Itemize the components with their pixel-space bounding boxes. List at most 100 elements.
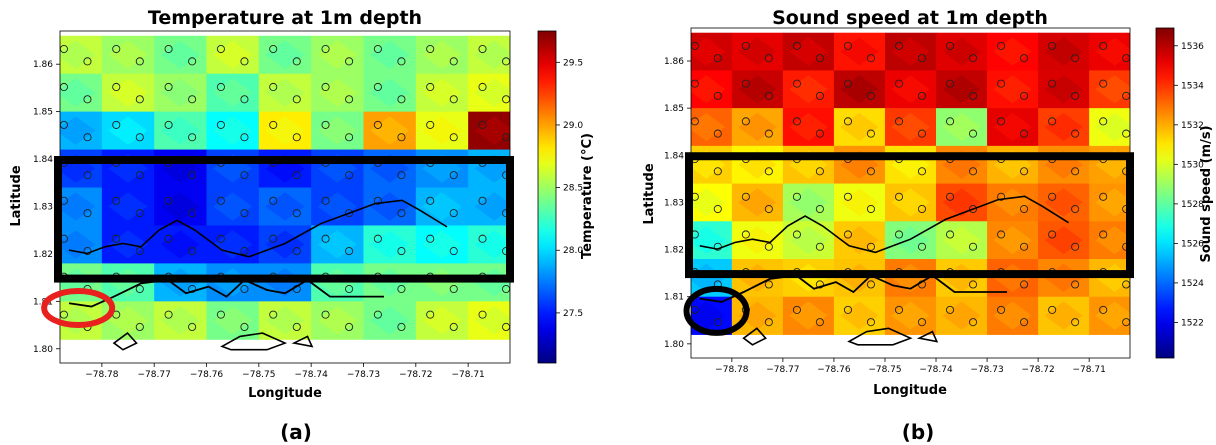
station-marker [478,196,487,205]
heatmap-diamond [738,37,777,66]
station-marker [345,95,354,104]
station-marker [216,44,225,54]
y-tick-label: 1.86 [664,57,684,67]
station-marker [917,167,927,176]
station-marker [449,171,458,180]
x-tick-label: −78.77 [766,365,799,375]
station-marker [292,247,301,256]
station-marker [997,117,1006,126]
station-marker [764,91,773,100]
station-marker [866,54,875,63]
heatmap-diamond [1044,75,1083,104]
heatmap-diamond [160,230,200,259]
station-marker [478,234,487,243]
panel-a-highlight-box [54,156,514,283]
panel-b-colorbar-label: Sound speed (m/s) [1199,125,1214,262]
heatmap-diamond [993,301,1032,330]
station-marker [321,310,330,319]
heatmap-diamond [789,301,828,330]
heatmap-diamond [422,230,462,259]
heatmap-diamond [213,230,253,259]
station-marker [83,95,92,104]
x-tick-label: −78.75 [242,370,275,380]
heatmap-diamond [160,116,200,145]
station-marker [792,79,801,88]
station-marker [1020,318,1029,327]
station-marker [135,171,144,180]
station-marker [321,44,330,54]
panel-a-no-data-region [60,341,510,363]
station-marker [292,57,301,66]
heatmap-diamond [1095,112,1130,142]
station-marker [1099,79,1108,88]
station-marker [216,120,225,129]
y-tick-label: 1.86 [33,60,53,70]
colorbar-tick-label: 29.0 [563,121,583,131]
station-marker [426,196,435,205]
station-marker [713,204,722,214]
station-marker [1048,305,1057,314]
heatmap-diamond [422,78,462,107]
station-marker [764,129,773,138]
station-marker [1071,204,1080,214]
station-marker [397,95,406,104]
heatmap-diamond [265,78,305,107]
heatmap-diamond [60,78,96,107]
heatmap-diamond [422,306,462,335]
station-marker [866,204,875,214]
colorbar-tick-label: 1528 [1181,200,1204,210]
station-marker [292,133,301,142]
station-marker [968,204,978,214]
heatmap-diamond [993,112,1032,142]
heatmap-diamond [160,78,200,107]
station-marker [449,284,458,294]
station-marker [373,44,382,54]
heatmap-diamond [691,188,726,217]
station-marker [968,54,978,63]
heatmap-diamond [60,230,96,259]
heatmap-diamond [265,192,305,221]
station-marker [449,209,458,218]
heatmap-diamond [370,306,410,335]
station-marker [968,242,978,251]
heatmap-diamond [993,226,1032,255]
station-marker [426,120,435,129]
station-marker [968,129,978,138]
panel-b-title: Sound speed at 1m depth [772,7,1048,29]
station-marker [164,196,173,205]
station-marker [397,133,406,142]
heatmap-diamond [474,306,510,335]
heatmap-diamond [840,37,879,66]
heatmap-diamond [840,226,879,255]
x-tick-label: −78.76 [817,365,851,375]
station-marker [426,310,435,319]
station-marker [1048,41,1057,50]
station-marker [843,230,853,239]
station-marker [792,230,801,239]
station-marker [135,209,144,218]
heatmap-diamond [993,75,1032,104]
panel-b-island-0 [742,327,767,346]
station-marker [894,79,904,88]
station-marker [1071,167,1080,176]
station-marker [764,204,773,214]
heatmap-diamond [691,112,726,142]
station-marker [373,310,382,319]
station-marker [866,242,875,251]
station-marker [792,117,801,126]
station-marker [164,120,173,129]
station-marker [240,95,249,104]
station-marker [426,44,435,54]
station-marker [946,305,955,314]
station-marker [946,230,955,239]
panel-b-no-data-region [691,336,1130,358]
station-marker [188,209,197,218]
heatmap-diamond [1095,75,1130,104]
heatmap-diamond [370,116,410,145]
heatmap-diamond [691,301,726,330]
station-marker [240,57,249,66]
panel-a-island-0 [112,332,138,351]
heatmap-diamond [942,112,981,142]
y-tick-label: 1.82 [664,246,684,256]
station-marker [188,95,197,104]
